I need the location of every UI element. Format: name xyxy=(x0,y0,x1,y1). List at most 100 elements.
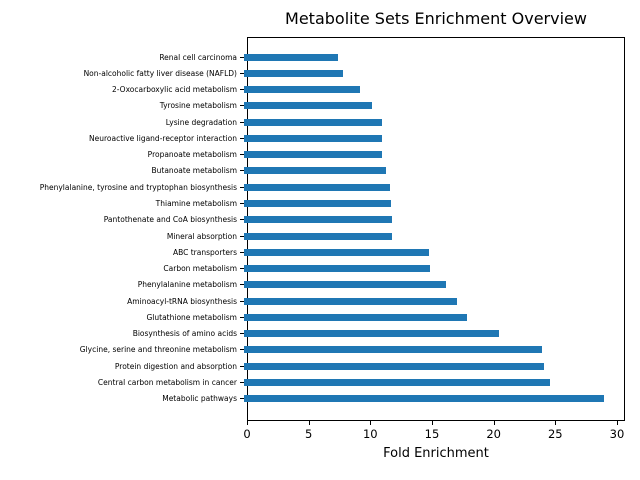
y-tick-label: Protein digestion and absorption xyxy=(114,361,237,371)
bar xyxy=(244,281,447,289)
y-tick-mark xyxy=(240,381,244,383)
bar-row: Neuroactive ligand-receptor interaction xyxy=(0,130,640,146)
bar-row: Phenylalanine, tyrosine and tryptophan b… xyxy=(0,179,640,195)
y-tick-label: Neuroactive ligand-receptor interaction xyxy=(88,133,237,143)
bar-row: Glutathione metabolism xyxy=(0,309,640,325)
bar-row: Biosynthesis of amino acids xyxy=(0,326,640,342)
bar-row: ABC transporters xyxy=(0,244,640,260)
y-tick-label: Renal cell carcinoma xyxy=(159,52,237,62)
y-tick-mark xyxy=(240,219,244,221)
y-tick-mark xyxy=(240,105,244,107)
x-axis-label: Fold Enrichment xyxy=(383,446,489,461)
x-tick-label: 15 xyxy=(424,427,440,441)
bar xyxy=(244,216,392,224)
y-tick-mark xyxy=(240,121,244,123)
y-tick-label: ABC transporters xyxy=(172,247,237,257)
x-tick-label: 25 xyxy=(547,427,563,441)
y-tick-label: Non-alcoholic fatty liver disease (NAFLD… xyxy=(83,68,237,78)
bar-row: Thiamine metabolism xyxy=(0,195,640,211)
bar-row: Non-alcoholic fatty liver disease (NAFLD… xyxy=(0,65,640,81)
x-tick-mark xyxy=(308,421,310,425)
bar xyxy=(244,330,500,338)
bar xyxy=(244,362,544,370)
x-tick-mark xyxy=(555,421,557,425)
y-tick-mark xyxy=(240,235,244,237)
bar-row: Aminoacyl-tRNA biosynthesis xyxy=(0,293,640,309)
y-tick-mark xyxy=(240,186,244,188)
bar xyxy=(244,232,392,240)
y-tick-mark xyxy=(240,349,244,351)
y-tick-mark xyxy=(240,284,244,286)
y-tick-mark xyxy=(240,365,244,367)
y-tick-label: Glycine, serine and threonine metabolism xyxy=(79,345,237,355)
bar xyxy=(244,183,390,191)
y-tick-label: Glutathione metabolism xyxy=(146,312,238,322)
bar xyxy=(244,200,391,208)
bar xyxy=(244,248,429,256)
y-tick-label: Tyrosine metabolism xyxy=(159,101,237,111)
y-tick-label: Phenylalanine, tyrosine and tryptophan b… xyxy=(39,182,237,192)
y-tick-mark xyxy=(240,137,244,139)
bar-row: Central carbon metabolism in cancer xyxy=(0,374,640,390)
bar-row: Pantothenate and CoA biosynthesis xyxy=(0,212,640,228)
bar-row: Butanoate metabolism xyxy=(0,163,640,179)
y-tick-label: 2-Oxocarboxylic acid metabolism xyxy=(112,85,237,95)
y-tick-mark xyxy=(240,316,244,318)
bar xyxy=(244,167,386,175)
y-tick-label: Aminoacyl-tRNA biosynthesis xyxy=(127,296,237,306)
bar-row: 2-Oxocarboxylic acid metabolism xyxy=(0,82,640,98)
bar-row: Propanoate metabolism xyxy=(0,147,640,163)
bar xyxy=(244,102,373,110)
y-tick-label: Phenylalanine metabolism xyxy=(137,280,237,290)
y-tick-label: Central carbon metabolism in cancer xyxy=(97,377,237,387)
bar xyxy=(244,265,431,273)
y-tick-label: Lysine degradation xyxy=(165,117,237,127)
x-tick-label: 20 xyxy=(486,427,501,441)
y-tick-label: Propanoate metabolism xyxy=(147,150,237,160)
x-tick-label: 0 xyxy=(243,427,251,441)
y-tick-label: Butanoate metabolism xyxy=(151,166,238,176)
y-tick-label: Metabolic pathways xyxy=(162,394,237,404)
y-tick-mark xyxy=(240,154,244,156)
y-tick-mark xyxy=(240,72,244,74)
bar xyxy=(244,378,550,386)
bar xyxy=(244,86,360,94)
bar-row: Carbon metabolism xyxy=(0,260,640,276)
bar-row: Tyrosine metabolism xyxy=(0,98,640,114)
plot-area xyxy=(247,37,625,421)
x-tick-mark xyxy=(247,421,248,425)
bar xyxy=(244,151,383,159)
y-tick-mark xyxy=(240,56,244,58)
x-tick-mark xyxy=(431,421,433,425)
y-tick-label: Carbon metabolism xyxy=(163,264,237,274)
bar xyxy=(244,395,605,403)
y-tick-mark xyxy=(240,89,244,91)
bar-row: Mineral absorption xyxy=(0,228,640,244)
x-tick-label: 5 xyxy=(304,427,313,441)
y-tick-mark xyxy=(240,203,244,205)
bar xyxy=(244,118,383,126)
chart-title: Metabolite Sets Enrichment Overview xyxy=(285,9,587,28)
bar xyxy=(244,134,383,142)
bar-row: Glycine, serine and threonine metabolism xyxy=(0,342,640,358)
y-tick-mark xyxy=(240,251,244,253)
bar xyxy=(244,53,338,61)
y-tick-mark xyxy=(240,300,244,302)
bar xyxy=(244,69,343,77)
bar xyxy=(244,346,543,354)
bar xyxy=(244,297,458,305)
bar-row: Phenylalanine metabolism xyxy=(0,277,640,293)
bar-row: Lysine degradation xyxy=(0,114,640,130)
y-tick-label: Pantothenate and CoA biosynthesis xyxy=(103,215,237,225)
x-tick-label: 30 xyxy=(609,427,625,441)
y-tick-label: Biosynthesis of amino acids xyxy=(132,329,237,339)
y-tick-mark xyxy=(240,333,244,335)
y-tick-mark xyxy=(240,268,244,270)
y-tick-mark xyxy=(240,170,244,172)
y-tick-label: Mineral absorption xyxy=(166,231,237,241)
bar-rows: Renal cell carcinoma Non-alcoholic fatty … xyxy=(0,37,640,421)
x-tick-mark xyxy=(616,421,618,425)
x-tick-mark xyxy=(370,421,372,425)
x-tick-mark xyxy=(493,421,495,425)
